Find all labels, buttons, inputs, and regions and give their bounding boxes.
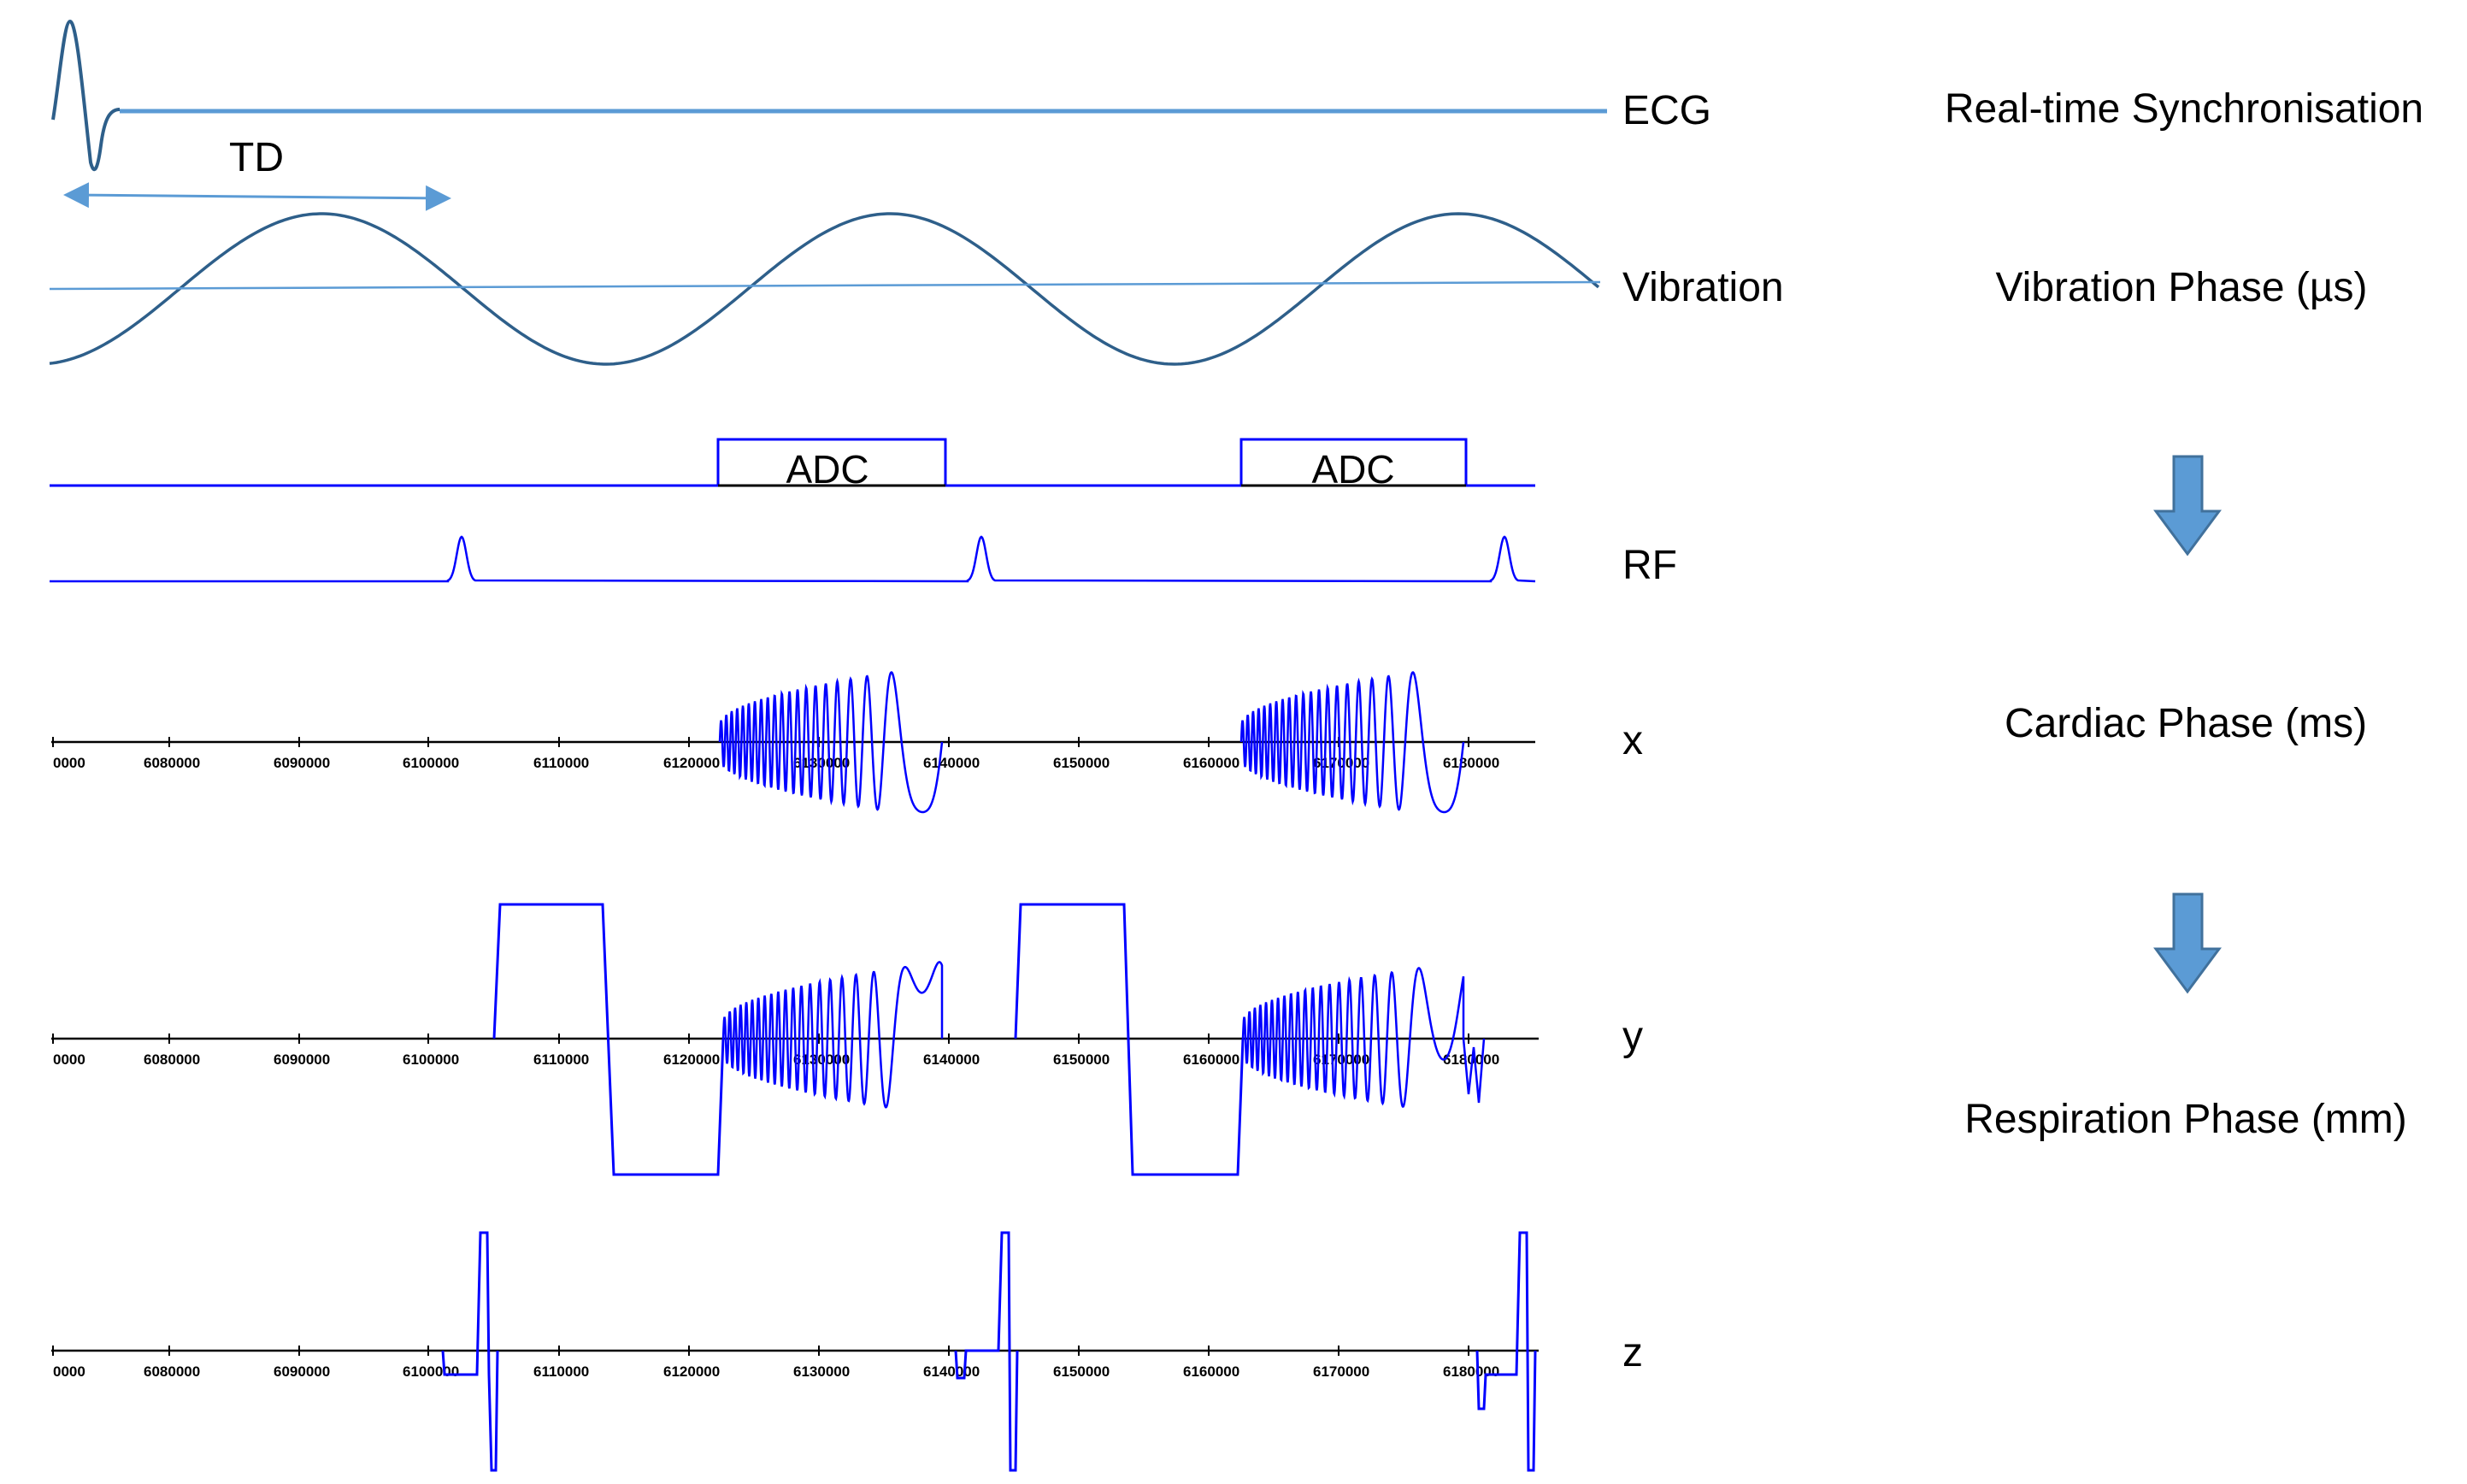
adc-block-label-2: ADC: [1311, 447, 1394, 492]
y-axis-tick-label: 6090000: [274, 1051, 330, 1068]
y-axis-tick-label: 6120000: [663, 1051, 720, 1068]
vibration-reference-line: [49, 280, 1601, 291]
td-label: TD: [229, 135, 284, 180]
cardiac-phase-label: Cardiac Phase (ms): [2005, 701, 2367, 746]
ecg-channel: ECG: [51, 19, 1711, 172]
down-arrow-icon: [2153, 455, 2222, 556]
z-axis-tick-label: 6100000: [403, 1363, 459, 1380]
y-axis-tick-label: 6140000: [923, 1051, 980, 1068]
x-axis-tick-label: 6090000: [274, 755, 330, 771]
z-axis-tick-label: 0000: [53, 1363, 85, 1380]
realtime-sync-label: Real-time Synchronisation: [1945, 86, 2423, 132]
rf-label: RF: [1622, 543, 1677, 588]
x-axis-tick-label: 6120000: [663, 755, 720, 771]
z-axis-tick-label: 6170000: [1313, 1363, 1369, 1380]
x-axis-tick-label: 6150000: [1053, 755, 1110, 771]
x-axis-tick-label: 6110000: [533, 755, 589, 771]
y-axis-ticks: 0000 6080000 6090000 6100000 6110000 6120000 6…: [52, 1034, 1499, 1068]
respiration-phase-label: Respiration Phase (mm): [1964, 1097, 2407, 1142]
y-axis-tick-label: 6110000: [533, 1051, 589, 1068]
y-gradient-channel: 0000 6080000 6090000 6100000 6110000 6120000 6…: [51, 903, 1643, 1176]
z-axis-tick-label: 6130000: [793, 1363, 850, 1380]
y-axis-tick-label: 6160000: [1183, 1051, 1239, 1068]
down-arrow-icon: [2153, 892, 2222, 994]
z-axis-tick-label: 6120000: [663, 1363, 720, 1380]
adc-line: [50, 438, 1535, 487]
z-slice-gradient-pulses: [441, 1231, 1537, 1472]
vibration-phase-label: Vibration Phase (µs): [1996, 265, 2368, 310]
adc-channel: ADC ADC: [50, 438, 1535, 492]
x-axis-tick-label: 6100000: [403, 755, 459, 771]
y-axis-tick-label: 6100000: [403, 1051, 459, 1068]
y-phase-encode-lobes: [492, 903, 1245, 1176]
adc-block-label-1: ADC: [786, 447, 868, 492]
x-gradient-channel: 0000 6080000 6090000 6100000 6110000 6120000 6…: [51, 671, 1643, 814]
x-axis-tick-label: 6180000: [1443, 755, 1499, 771]
rf-pulses: [50, 535, 1536, 583]
td-double-arrow: [63, 182, 451, 211]
z-label: z: [1622, 1330, 1643, 1375]
y-axis-tick-label: 6150000: [1053, 1051, 1110, 1068]
x-axis-tick-label: 6160000: [1183, 755, 1239, 771]
y-axis-tick-label: 6180000: [1443, 1051, 1499, 1068]
x-label: x: [1622, 718, 1643, 763]
vibration-channel: Vibration: [49, 212, 1784, 366]
z-axis-tick-label: 6080000: [144, 1363, 200, 1380]
z-gradient-channel: 0000 6080000 6090000 6100000 6110000 6120000 6…: [51, 1231, 1643, 1472]
y-axis-tick-label: 0000: [53, 1051, 85, 1068]
x-axis-tick-label: 0000: [53, 755, 85, 771]
rf-channel: RF: [50, 535, 1677, 588]
td-interval: TD: [63, 135, 451, 211]
x-readout-oscillation: [718, 671, 1465, 814]
x-axis-tick-label: 6080000: [144, 755, 200, 771]
y-axis-tick-label: 6080000: [144, 1051, 200, 1068]
vibration-label: Vibration: [1622, 265, 1784, 310]
z-axis-tick-label: 6180000: [1443, 1363, 1499, 1380]
z-axis-tick-label: 6110000: [533, 1363, 589, 1380]
z-axis-tick-label: 6160000: [1183, 1363, 1239, 1380]
y-readout-oscillation: [721, 961, 1486, 1109]
y-label: y: [1622, 1014, 1643, 1059]
phase-column: Real-time Synchronisation Vibration Phas…: [1945, 86, 2423, 1142]
z-axis-tick-label: 6090000: [274, 1363, 330, 1380]
z-axis-tick-label: 6150000: [1053, 1363, 1110, 1380]
x-axis-tick-label: 6140000: [923, 755, 980, 771]
z-axis-ticks: 0000 6080000 6090000 6100000 6110000 6120000 6…: [52, 1346, 1499, 1380]
ecg-waveform: [51, 19, 121, 172]
ecg-label: ECG: [1622, 88, 1711, 133]
z-axis-tick-label: 6140000: [923, 1363, 980, 1380]
vibration-curve: [49, 212, 1600, 366]
